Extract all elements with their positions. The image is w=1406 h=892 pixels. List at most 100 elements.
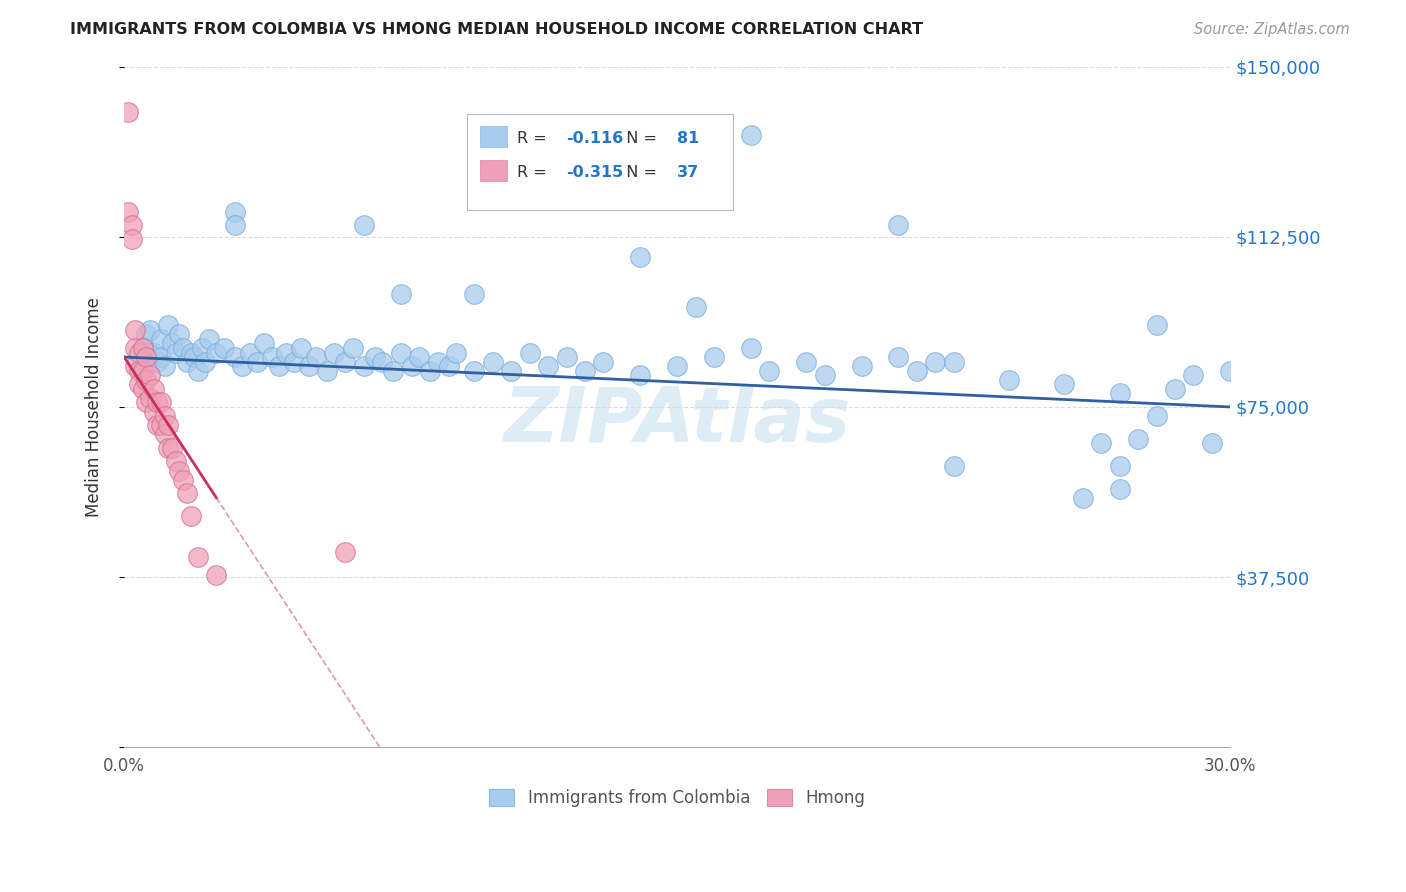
Point	[501, 364, 523, 378]
Point	[851, 359, 873, 373]
Point	[157, 318, 180, 333]
Point	[176, 486, 198, 500]
Point	[139, 368, 162, 383]
Point	[146, 354, 169, 368]
Point	[685, 150, 707, 164]
Text: N =: N =	[616, 130, 662, 145]
Point	[463, 286, 485, 301]
Point	[628, 250, 651, 264]
Point	[179, 508, 201, 523]
Point	[150, 418, 173, 433]
Point	[1164, 382, 1187, 396]
Point	[205, 567, 228, 582]
Point	[124, 341, 146, 355]
Point	[628, 368, 651, 383]
Point	[153, 359, 176, 373]
Point	[267, 359, 290, 373]
Point	[139, 391, 162, 405]
Point	[740, 128, 762, 142]
Point	[463, 364, 485, 378]
Point	[335, 354, 357, 368]
Point	[153, 427, 176, 442]
Point	[353, 219, 375, 233]
FancyBboxPatch shape	[481, 126, 508, 147]
Point	[1053, 377, 1076, 392]
Point	[685, 300, 707, 314]
Point	[183, 350, 205, 364]
Point	[224, 219, 246, 233]
Point	[165, 345, 187, 359]
Point	[150, 332, 173, 346]
Point	[179, 345, 201, 359]
Point	[814, 368, 837, 383]
Point	[666, 359, 689, 373]
Point	[290, 341, 312, 355]
Text: 81: 81	[678, 130, 700, 145]
Point	[131, 364, 153, 378]
Point	[160, 336, 183, 351]
Point	[1071, 491, 1094, 505]
Point	[592, 354, 614, 368]
Point	[323, 345, 346, 359]
Point	[1108, 386, 1130, 401]
Point	[408, 350, 430, 364]
Point	[224, 204, 246, 219]
Point	[172, 341, 194, 355]
Point	[131, 382, 153, 396]
Point	[998, 373, 1021, 387]
Point	[1201, 436, 1223, 450]
Point	[169, 463, 191, 477]
Point	[297, 359, 319, 373]
Point	[353, 359, 375, 373]
Point	[172, 473, 194, 487]
Point	[703, 350, 725, 364]
Point	[142, 382, 165, 396]
Point	[924, 354, 946, 368]
Point	[121, 232, 143, 246]
Point	[139, 323, 162, 337]
Point	[389, 345, 412, 359]
Point	[426, 354, 449, 368]
Point	[382, 364, 405, 378]
Point	[1219, 364, 1241, 378]
Text: R =: R =	[517, 130, 551, 145]
Point	[887, 350, 910, 364]
Point	[574, 364, 596, 378]
Legend: Immigrants from Colombia, Hmong: Immigrants from Colombia, Hmong	[482, 782, 872, 814]
Point	[198, 332, 221, 346]
Point	[176, 354, 198, 368]
Point	[1108, 482, 1130, 496]
Point	[419, 364, 441, 378]
Point	[131, 341, 153, 355]
Point	[142, 404, 165, 418]
Point	[160, 441, 183, 455]
Point	[794, 354, 817, 368]
Point	[169, 327, 191, 342]
Point	[150, 395, 173, 409]
Point	[401, 359, 423, 373]
Point	[135, 373, 157, 387]
Point	[437, 359, 460, 373]
Point	[482, 354, 505, 368]
Point	[283, 354, 305, 368]
Text: 37: 37	[678, 165, 700, 179]
Point	[238, 345, 260, 359]
Point	[124, 359, 146, 373]
Point	[121, 219, 143, 233]
Point	[131, 341, 153, 355]
Point	[316, 364, 339, 378]
Point	[187, 364, 209, 378]
Point	[150, 350, 173, 364]
Point	[212, 341, 235, 355]
Point	[905, 364, 928, 378]
Text: IMMIGRANTS FROM COLOMBIA VS HMONG MEDIAN HOUSEHOLD INCOME CORRELATION CHART: IMMIGRANTS FROM COLOMBIA VS HMONG MEDIAN…	[70, 22, 924, 37]
Point	[942, 354, 965, 368]
Point	[135, 350, 157, 364]
Point	[1108, 458, 1130, 473]
Point	[205, 345, 228, 359]
Point	[1146, 318, 1168, 333]
Point	[128, 345, 150, 359]
Point	[231, 359, 253, 373]
Point	[128, 364, 150, 378]
Point	[1146, 409, 1168, 423]
